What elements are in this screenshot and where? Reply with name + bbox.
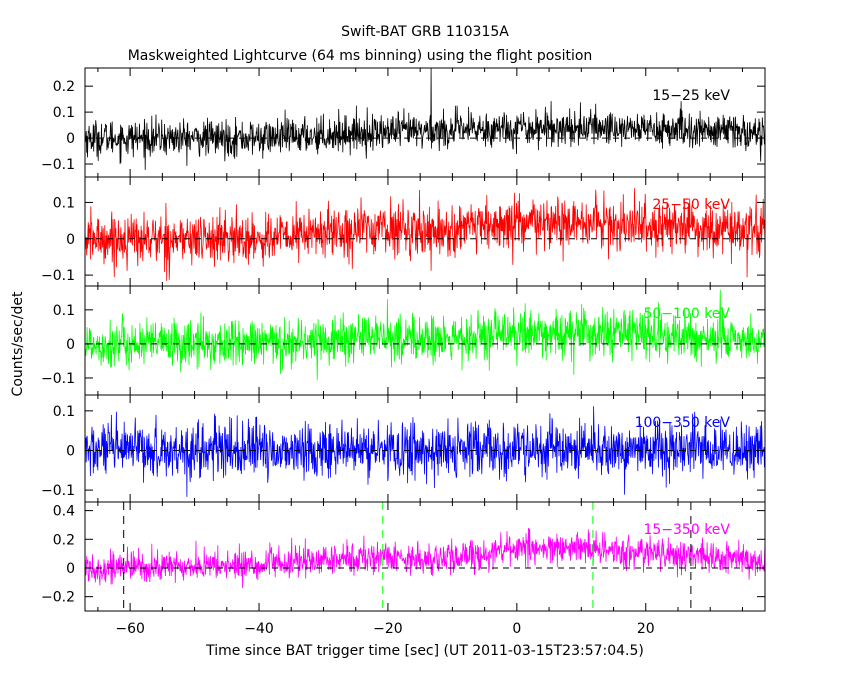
lightcurve-trace-25-50-kev: [85, 188, 765, 281]
figure-title: Swift-BAT GRB 110315A: [341, 24, 509, 40]
figure-subtitle: Maskweighted Lightcurve (64 ms binning) …: [128, 48, 593, 64]
x-axis-label: Time since BAT trigger time [sec] (UT 20…: [205, 643, 644, 659]
panel-frame: [84, 501, 766, 612]
x-tick-label: 20: [637, 621, 655, 637]
y-tick-label: 0.2: [53, 532, 75, 548]
x-tick-label: 0: [512, 621, 521, 637]
y-tick-label: −0.1: [41, 157, 75, 173]
lightcurve-trace-15-350-kev: [85, 527, 765, 589]
lightcurve-trace-50-100-kev: [85, 289, 765, 381]
x-tick-label: −40: [244, 621, 274, 637]
y-tick-label: 0: [66, 443, 75, 459]
x-tick-label: −60: [115, 621, 145, 637]
y-axis-label: Counts/sec/det: [10, 291, 26, 396]
band-label-50-100-kev: 50−100 keV: [643, 306, 730, 322]
y-tick-label: −0.1: [41, 268, 75, 284]
y-tick-label: 0.4: [53, 504, 75, 520]
x-tick-label: −20: [373, 621, 403, 637]
lightcurve-trace-15-25-kev: [85, 68, 765, 170]
y-tick-label: 0.1: [53, 404, 75, 420]
panels-group: −0.1 0 0.1 0.2 15−25 keV −0.1 0 0.1 25−50 keV −0.…: [41, 67, 766, 637]
y-tick-label: 0: [66, 337, 75, 353]
band-label-100-350-kev: 100−350 keV: [635, 415, 731, 431]
y-tick-label: 0: [66, 232, 75, 248]
band-label-15-25-kev: 15−25 keV: [652, 88, 730, 104]
y-tick-label: 0.2: [53, 79, 75, 95]
y-tick-label: −0.1: [41, 483, 75, 499]
band-label-25-50-kev: 25−50 keV: [652, 197, 730, 213]
y-tick-label: 0.1: [53, 303, 75, 319]
lightcurve-trace-100-350-kev: [85, 406, 765, 497]
y-tick-label: 0.1: [53, 105, 75, 121]
band-label-15-350-kev: 15−350 keV: [643, 522, 730, 538]
y-tick-label: −0.2: [41, 590, 75, 606]
y-tick-label: 0: [66, 561, 75, 577]
y-tick-label: 0: [66, 131, 75, 147]
y-tick-label: −0.1: [41, 371, 75, 387]
y-tick-label: 0.1: [53, 195, 75, 211]
